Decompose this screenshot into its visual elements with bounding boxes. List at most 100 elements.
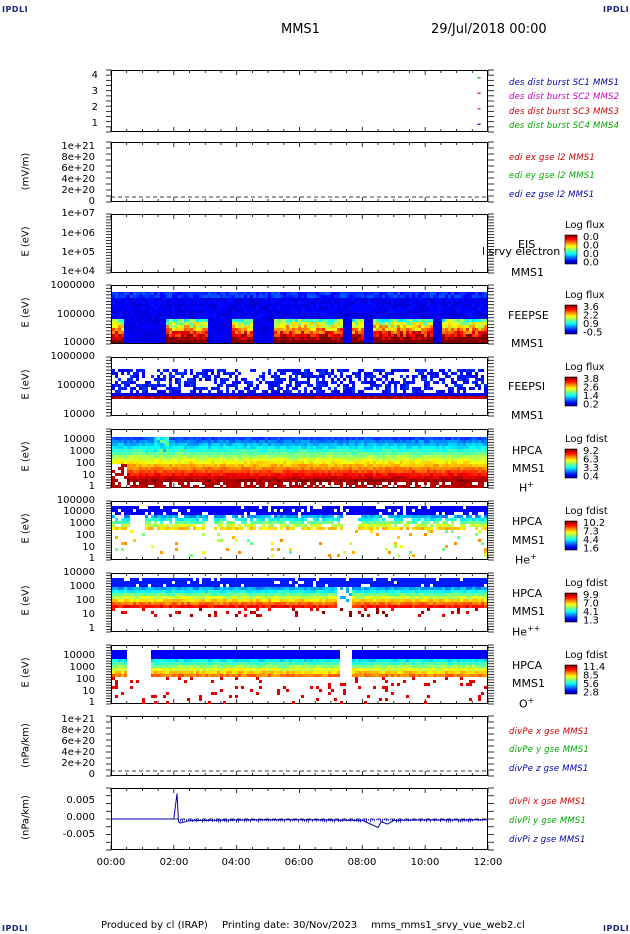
spectrogram-cell <box>232 482 235 485</box>
spectrogram-cell <box>127 369 130 372</box>
spectrogram-cell <box>253 340 256 343</box>
spectrogram-cell <box>196 467 199 470</box>
spectrogram-cell <box>190 334 193 337</box>
spectrogram-cell <box>322 295 325 298</box>
spectrogram-cell <box>268 479 271 482</box>
spectrogram-cell <box>145 304 148 307</box>
spectrogram-cell <box>139 446 142 449</box>
spectrogram-cell <box>136 455 139 458</box>
spectrogram-cell <box>145 449 148 452</box>
spectrogram-cell <box>208 476 211 479</box>
spectrogram-cell <box>313 319 316 322</box>
spectrogram-cell <box>313 295 316 298</box>
spectrogram-cell <box>151 473 154 476</box>
spectrogram-cell <box>190 461 193 464</box>
spectrogram-cell <box>292 369 295 372</box>
spectrogram-cell <box>376 387 379 390</box>
spectrogram-cell <box>301 322 304 325</box>
spectrogram-cell <box>241 298 244 301</box>
spectrogram-cell <box>184 316 187 319</box>
spectrogram-cell <box>193 396 196 399</box>
spectrogram-cell <box>247 437 250 440</box>
spectrogram-cell <box>232 476 235 479</box>
spectrogram-cell <box>484 328 487 331</box>
spectrogram-cell <box>229 482 232 485</box>
spectrogram-cell <box>142 307 145 310</box>
spectrogram-cell <box>133 470 136 473</box>
spectrogram-cell <box>406 301 409 304</box>
spectrogram-cell <box>151 387 154 390</box>
spectrogram-cell <box>118 455 121 458</box>
spectrogram-cell <box>223 470 226 473</box>
spectrogram-cell <box>139 322 142 325</box>
spectrogram-cell <box>427 307 430 310</box>
spectrogram-cell <box>469 387 472 390</box>
spectrogram-cell <box>415 393 418 396</box>
spectrogram-cell <box>121 331 124 334</box>
spectrogram-cell <box>217 298 220 301</box>
spectrogram-cell <box>337 384 340 387</box>
spectrogram-cell <box>238 455 241 458</box>
spectrogram-cell <box>133 372 136 375</box>
spectrogram-cell <box>262 396 265 399</box>
spectrogram-cell <box>286 319 289 322</box>
spectrogram-cell <box>478 304 481 307</box>
spectrogram-cell <box>364 322 367 325</box>
spectrogram-cell <box>211 452 214 455</box>
spectrogram-cell <box>169 337 172 340</box>
spectrogram-cell <box>442 316 445 319</box>
spectrogram-cell <box>247 485 250 488</box>
spectrogram-cell <box>301 381 304 384</box>
spectrogram-cell <box>358 393 361 396</box>
spectrogram-cell <box>118 449 121 452</box>
spectrogram-cell <box>445 307 448 310</box>
spectrogram-cell <box>226 393 229 396</box>
spectrogram-cell <box>325 393 328 396</box>
spectrogram-cell <box>151 384 154 387</box>
spectrogram-cell <box>376 328 379 331</box>
spectrogram-cell <box>250 449 253 452</box>
spectrogram-cell <box>133 331 136 334</box>
spectrogram-cell <box>292 455 295 458</box>
spectrogram-cell <box>349 310 352 313</box>
spectrogram-cell <box>394 322 397 325</box>
spectrogram-cell <box>187 378 190 381</box>
spectrogram-cell <box>286 369 289 372</box>
spectrogram-cell <box>475 292 478 295</box>
spectrogram-cell <box>259 298 262 301</box>
spectrogram-cell <box>391 313 394 316</box>
spectrogram-cell <box>325 307 328 310</box>
spectrogram-cell <box>379 319 382 322</box>
spectrogram-cell <box>295 464 298 467</box>
spectrogram-cell <box>361 301 364 304</box>
spectrogram-cell <box>199 449 202 452</box>
spectrogram-cell <box>217 325 220 328</box>
spectrogram-cell <box>313 313 316 316</box>
spectrogram-cell <box>394 304 397 307</box>
spectrogram-cell <box>178 384 181 387</box>
spectrogram-cell <box>295 322 298 325</box>
spectrogram-cell <box>385 319 388 322</box>
spectrogram-cell <box>259 446 262 449</box>
spectrogram-cell <box>199 479 202 482</box>
species-charge: + <box>527 696 535 705</box>
spectrogram-cell <box>205 440 208 443</box>
spectrogram-cell <box>217 322 220 325</box>
spectrogram-cell <box>358 319 361 322</box>
spectrogram-cell <box>205 304 208 307</box>
spectrogram-cell <box>142 316 145 319</box>
spectrogram-cell <box>283 378 286 381</box>
spectrogram-cell <box>274 340 277 343</box>
spectrogram-cell <box>280 449 283 452</box>
spectrogram-cell <box>469 325 472 328</box>
spectrogram-cell <box>286 470 289 473</box>
spectrogram-cell <box>346 328 349 331</box>
spectrogram-cell <box>214 381 217 384</box>
spectrogram-cell <box>433 372 436 375</box>
spectrogram-cell <box>163 449 166 452</box>
spectrogram-cell <box>463 319 466 322</box>
spectrogram-cell <box>253 390 256 393</box>
spectrogram-cell <box>136 384 139 387</box>
spectrogram-cell <box>415 375 418 378</box>
spectrogram-cell <box>217 390 220 393</box>
